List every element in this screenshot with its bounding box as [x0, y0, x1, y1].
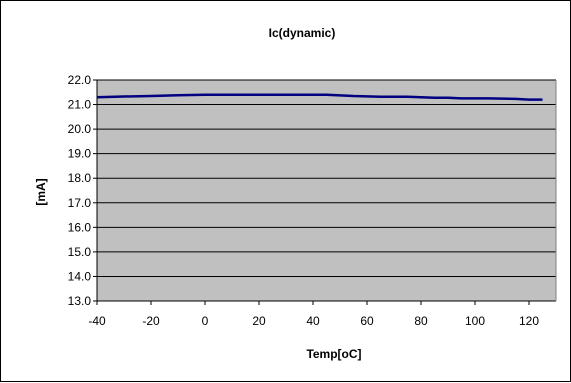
y-tick-label: 18.0 [68, 171, 92, 185]
y-tick-label: 16.0 [68, 220, 92, 234]
y-tick-label: 20.0 [68, 122, 92, 136]
x-tick-label: 60 [360, 314, 374, 328]
y-tick-label: 17.0 [68, 196, 92, 210]
x-axis-label: Temp[oC] [306, 347, 361, 361]
x-tick-label: 20 [252, 314, 266, 328]
y-tick-label: 19.0 [68, 147, 92, 161]
y-tick-label: 21.0 [68, 98, 92, 112]
chart-title: Ic(dynamic) [269, 26, 336, 40]
x-tick-label: 80 [414, 314, 428, 328]
x-tick-label: 100 [465, 314, 485, 328]
x-tick-label: 40 [306, 314, 320, 328]
y-tick-label: 15.0 [68, 245, 92, 259]
y-tick-label: 22.0 [68, 73, 92, 87]
plot-layer: 13.0 14.0 15.0 16.0 17.0 18.0 19.0 20.0 21.0 22.0… [68, 73, 557, 328]
x-tick-label: 120 [519, 314, 539, 328]
series-line-1 [96, 93, 543, 101]
x-tick-label: 0 [202, 314, 209, 328]
x-tick-label: -40 [88, 314, 106, 328]
x-tick-label: -20 [142, 314, 160, 328]
plot-area [97, 80, 556, 301]
y-tick-label: 14.0 [68, 269, 92, 283]
y-tick-label: 13.0 [68, 294, 92, 308]
y-axis-label: [mA] [34, 178, 48, 205]
